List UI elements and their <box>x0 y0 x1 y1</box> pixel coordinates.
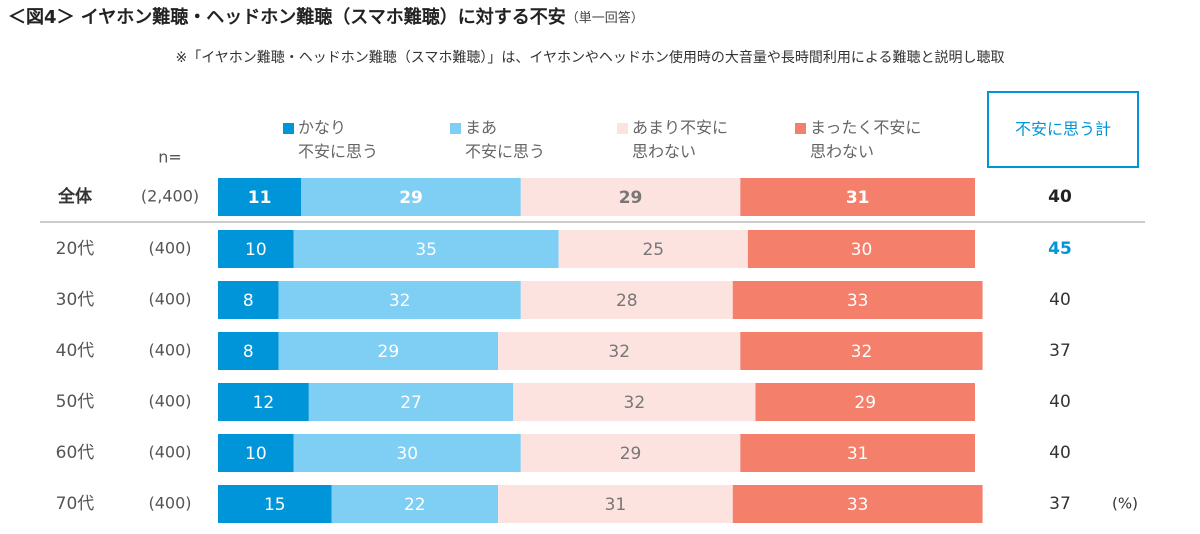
data-label: 33 <box>847 495 869 515</box>
row-label: 20代 <box>56 239 95 259</box>
data-label: 11 <box>248 188 272 208</box>
n-label: (400) <box>148 290 191 309</box>
data-label: 29 <box>619 188 643 208</box>
bar-segment <box>278 332 499 370</box>
data-label: 30 <box>851 240 873 260</box>
bar-segment <box>218 281 279 319</box>
total-label: 40 <box>1049 443 1071 463</box>
bar-segment <box>755 383 975 421</box>
legend-swatch <box>450 123 461 134</box>
legend-label: かなり 不安に思う <box>298 118 379 161</box>
data-label: 29 <box>620 444 642 464</box>
bar-segment <box>218 434 294 472</box>
bar-segment <box>293 434 521 472</box>
bar-segment <box>740 332 983 370</box>
bar-segment <box>331 485 499 523</box>
legend-swatch <box>283 123 294 134</box>
data-label: 10 <box>245 240 267 260</box>
row-label: 50代 <box>56 392 95 412</box>
subtitle: ※「イヤホン難聴・ヘッドホン難聴（スマホ難聴）」は、イヤホンやヘッドホン使用時の… <box>175 49 1004 66</box>
unit: (%) <box>1112 495 1138 513</box>
data-label: 15 <box>264 495 286 515</box>
bar-segment <box>520 178 741 216</box>
bar-segment <box>520 281 733 319</box>
data-label: 32 <box>608 342 630 362</box>
bar-segment <box>740 434 975 472</box>
bar-segment <box>732 485 983 523</box>
bar-segment <box>520 434 741 472</box>
bar-segment <box>740 178 975 216</box>
n-label: (400) <box>148 239 191 258</box>
n-label: (400) <box>148 341 191 360</box>
legend-swatch <box>617 123 628 134</box>
row-label: 全体 <box>57 186 93 207</box>
data-label: 35 <box>415 240 437 260</box>
bar-segment <box>218 485 332 523</box>
data-label: 31 <box>846 188 870 208</box>
data-label: 32 <box>851 342 873 362</box>
bar-segment <box>558 230 748 268</box>
n-label: (400) <box>148 443 191 462</box>
row-label: 60代 <box>56 443 95 463</box>
legend-label: まあ 不安に思う <box>465 118 546 161</box>
data-label: 30 <box>396 444 418 464</box>
bar-segment <box>218 332 279 370</box>
bar-segment <box>218 383 309 421</box>
data-label: 32 <box>624 393 646 413</box>
title-note: （単一回答） <box>566 10 644 26</box>
data-label: 12 <box>253 393 275 413</box>
bar-segment <box>498 485 733 523</box>
data-label: 8 <box>243 342 254 362</box>
legend-swatch <box>795 123 806 134</box>
bar-segment <box>747 230 975 268</box>
data-label: 22 <box>404 495 426 515</box>
totals-header: 不安に思う計 <box>1015 120 1111 139</box>
n-label: (400) <box>148 392 191 411</box>
data-label: 31 <box>605 495 627 515</box>
total-label: 40 <box>1049 392 1071 412</box>
total-label: 45 <box>1048 239 1072 259</box>
n-label: (2,400) <box>141 187 199 206</box>
total-label: 40 <box>1049 290 1071 310</box>
bar-segment <box>513 383 756 421</box>
data-label: 33 <box>847 291 869 311</box>
data-label: 29 <box>854 393 876 413</box>
data-label: 8 <box>243 291 254 311</box>
row-label: 40代 <box>56 341 95 361</box>
data-label: 29 <box>378 342 400 362</box>
totals-box <box>987 91 1139 168</box>
bar-segment <box>308 383 514 421</box>
row-label: 70代 <box>56 494 95 514</box>
data-label: 27 <box>400 393 422 413</box>
total-label: 37 <box>1049 341 1071 361</box>
bar-segment <box>732 281 983 319</box>
data-label: 10 <box>245 444 267 464</box>
total-label: 40 <box>1048 187 1072 207</box>
data-label: 29 <box>399 188 423 208</box>
total-label: 37 <box>1049 494 1071 514</box>
data-label: 32 <box>389 291 411 311</box>
data-label: 31 <box>847 444 869 464</box>
n-header: n= <box>158 148 182 167</box>
legend-label: まったく不安に 思わない <box>810 118 922 161</box>
n-label: (400) <box>148 494 191 513</box>
data-label: 28 <box>616 291 638 311</box>
title-line: ＜図4＞ イヤホン難聴・ヘッドホン難聴（スマホ難聴）に対する不安（単一回答） <box>8 6 644 28</box>
bar-segment <box>293 230 559 268</box>
bar-segment <box>278 281 521 319</box>
legend-label: あまり不安に 思わない <box>632 118 729 161</box>
data-label: 25 <box>642 240 664 260</box>
bar-segment <box>301 178 521 216</box>
bar-segment <box>218 178 302 216</box>
bar-segment <box>218 230 294 268</box>
row-label: 30代 <box>56 290 95 310</box>
bar-segment <box>498 332 741 370</box>
chart-title: ＜図4＞ イヤホン難聴・ヘッドホン難聴（スマホ難聴）に対する不安 <box>8 6 566 28</box>
